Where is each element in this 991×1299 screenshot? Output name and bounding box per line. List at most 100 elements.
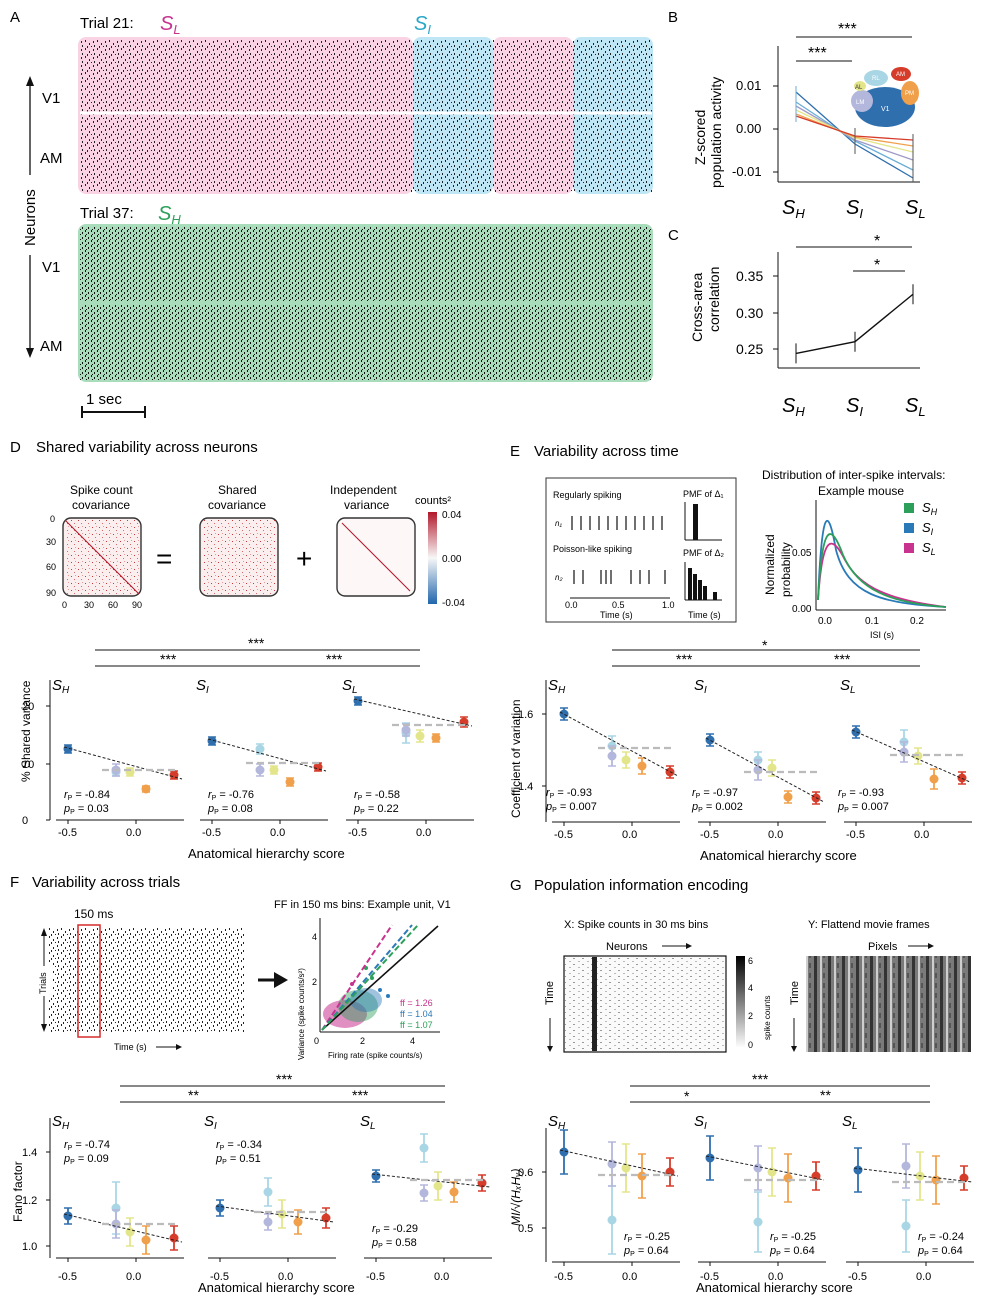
ff-xtick-4: 4: [410, 1036, 415, 1046]
pmf1-bar: [693, 504, 698, 540]
g-dot-1-2: [753, 1163, 763, 1173]
cbar-title: counts²: [415, 495, 451, 507]
panel-a-letter: A: [10, 9, 20, 26]
isi-xtick-1: 0.0: [818, 616, 832, 627]
spike-count-colorbar: [736, 956, 745, 1048]
sig-b-outer: ***: [838, 21, 857, 38]
d-r-0: rP = -0.84: [64, 789, 110, 802]
f-dot-2-0: [371, 1171, 381, 1181]
c-ytick-3: 0.25: [736, 341, 763, 357]
g-cbar-0: 0: [748, 1040, 753, 1050]
f-dot-0-0: [63, 1211, 73, 1221]
v1-label-a2: V1: [42, 259, 60, 276]
f-r-2: rP = -0.29: [372, 1223, 418, 1236]
d-dot-0-0: [63, 744, 73, 754]
n2-label: n₂: [555, 573, 563, 582]
e-xtick-a-2: -0.5: [846, 829, 865, 841]
e-xtick-b-0: 0.0: [622, 829, 637, 841]
b-ytick-1: 0.01: [736, 78, 761, 93]
d-xlabel: Anatomical hierarchy score: [188, 846, 345, 861]
c-xtick-sh: SH: [782, 395, 805, 419]
pmf-time-label: Time (s): [688, 610, 721, 620]
ff-val-sh: ff = 1.07: [400, 1020, 433, 1030]
area-al: AL: [855, 85, 863, 91]
d-m2-title-b: covariance: [208, 498, 266, 512]
d-xtick-a-1: -0.5: [202, 827, 221, 839]
f-dot-1-1: [263, 1187, 273, 1197]
d-fit-0: [63, 746, 183, 780]
f-fit-2: [371, 1173, 491, 1188]
c-ylabel-2: correlation: [706, 267, 722, 332]
am-label-a2: AM: [40, 338, 63, 355]
d-ytick-2: 0: [22, 815, 28, 827]
g-dot-2-4: [931, 1175, 941, 1185]
isi-curve-sh: [817, 533, 947, 608]
g-time-label-x: Time: [544, 981, 556, 1005]
g-r-0: rP = -0.25: [624, 1231, 670, 1244]
f-r-1: rP = -0.34: [216, 1139, 262, 1152]
f-dot-1-3: [277, 1209, 287, 1219]
g-dot-1-3: [767, 1167, 777, 1177]
panel-d-letter: D: [10, 439, 21, 456]
legend-label-1: SI: [922, 520, 934, 537]
plus-sign: +: [296, 543, 312, 574]
area-v1: V1: [881, 106, 890, 113]
f-xtick-a-1: -0.5: [210, 1271, 229, 1283]
g-ytick-0: 0.6: [518, 1167, 533, 1179]
trials-label: Trials: [38, 972, 48, 994]
panel-g-title: Population information encoding: [534, 877, 748, 894]
f-title-1: SI: [204, 1113, 217, 1132]
ff-fit-sl: [321, 924, 393, 1031]
e-dot-1-0: [705, 735, 715, 745]
f-p-2: pP = 0.58: [371, 1237, 417, 1250]
g-xtick-b-2: 0.0: [916, 1271, 931, 1283]
e-dot-0-2: [607, 751, 617, 761]
cbar-tick-1: 0.04: [442, 510, 462, 521]
g-title-1: SI: [694, 1113, 707, 1132]
g-sig-right: **: [820, 1087, 831, 1103]
g-dot-0-3: [621, 1163, 631, 1173]
d-title-1: SI: [196, 677, 209, 696]
d-dot-1-0: [207, 736, 217, 746]
g-sig-top: ***: [752, 1071, 769, 1087]
bin-label: 150 ms: [74, 907, 113, 921]
c-ylabel-1: Cross-area: [689, 273, 705, 342]
area-pm: PM: [905, 91, 914, 97]
mat-ytick-30: 30: [46, 537, 56, 547]
b-ylabel-2: population activity: [708, 77, 724, 188]
g-ylabel: MI/√(HₓHᵧ): [509, 1168, 523, 1226]
g-dot-1-0: [705, 1153, 715, 1163]
b-ytick-2: 0.00: [736, 121, 761, 136]
d-m2-title: Shared: [218, 483, 257, 497]
cbar-tick-3: -0.04: [442, 598, 465, 609]
sig-c-inner: *: [874, 257, 880, 274]
pmf2-label: PMF of Δ₂: [683, 548, 725, 558]
isi-dist-title-1: Distribution of inter-spike intervals:: [762, 468, 945, 482]
ff-fit-sh: [321, 924, 419, 1031]
legend-swatch-2: [904, 543, 914, 553]
g-p-0: pP = 0.64: [623, 1245, 669, 1258]
d-fit-1: [207, 738, 327, 772]
g-fit-2: [853, 1167, 973, 1183]
d-dot-0-3: [125, 767, 135, 777]
e-tick-1: 1.0: [662, 600, 675, 610]
g-pixels-label: Pixels: [868, 941, 898, 953]
d-p-1: pP = 0.08: [207, 803, 253, 816]
f-sig-top: ***: [276, 1071, 293, 1087]
isi-schematic-box: [545, 477, 737, 623]
legend-label-0: SH: [922, 500, 938, 517]
g-cbar-2: 2: [748, 1011, 753, 1021]
f-title-2: SL: [360, 1113, 376, 1132]
trial-21-label: Trial 21:: [80, 15, 134, 32]
e-fit-1: [705, 737, 825, 803]
d-sig-left: ***: [160, 651, 177, 667]
g-time-label-y: Time: [789, 981, 801, 1005]
e-dot-1-3: [767, 763, 777, 773]
si-label-a: SI: [414, 13, 431, 37]
ff-scatter: [323, 966, 390, 1028]
isi-ytick-2: 0.00: [792, 604, 812, 615]
